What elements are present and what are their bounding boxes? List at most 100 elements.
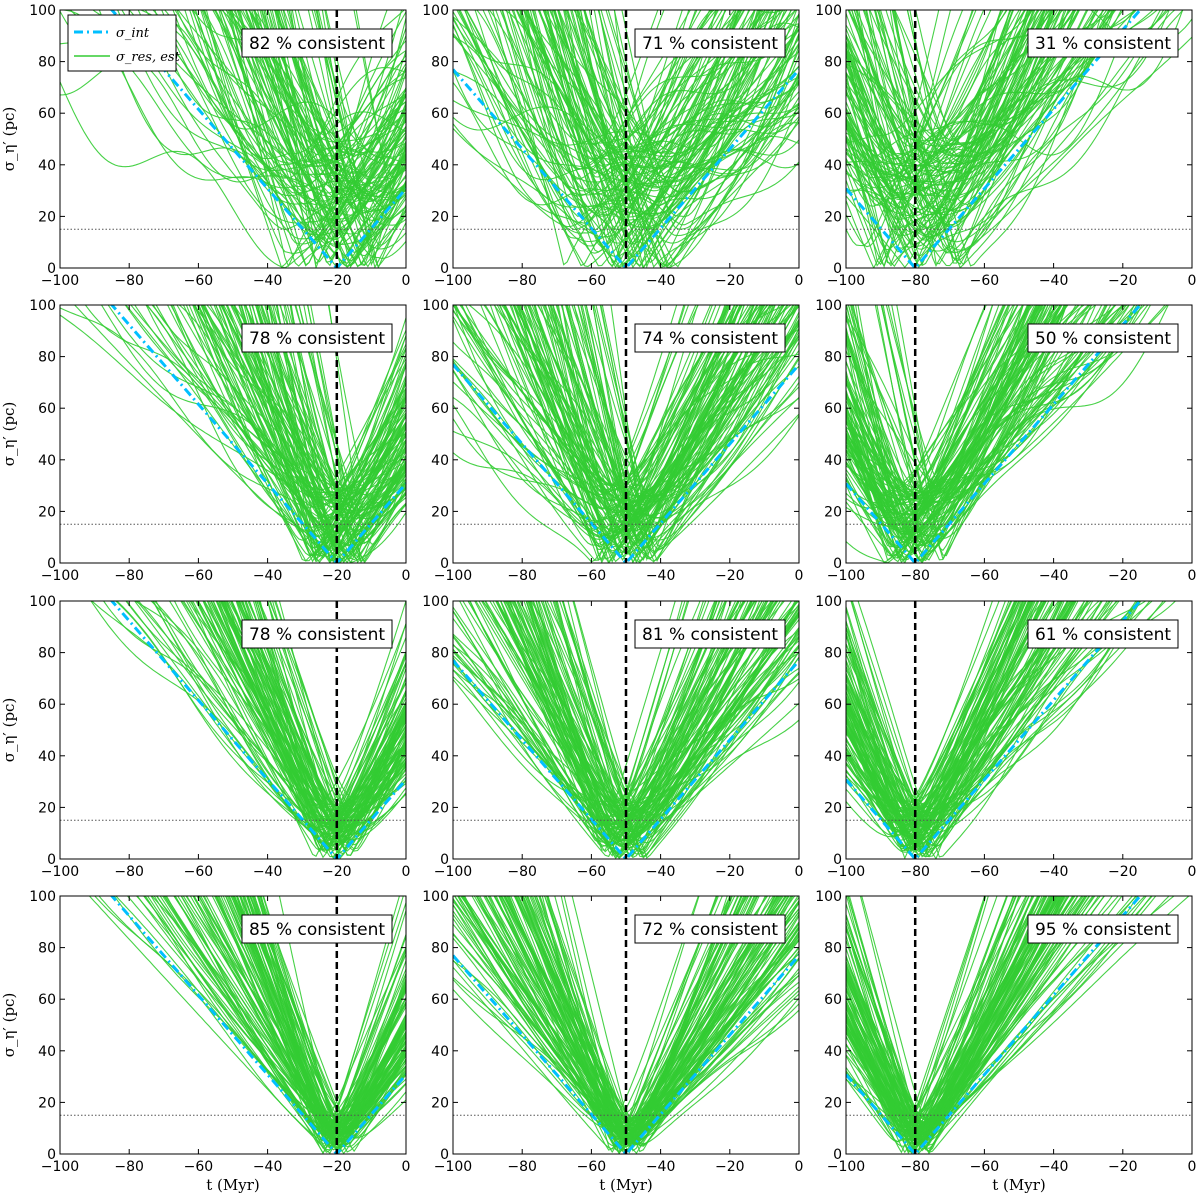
resampled-track xyxy=(855,305,1005,522)
resampled-track xyxy=(846,601,1028,824)
resampled-track xyxy=(846,896,1095,1152)
x-tick-label: −40 xyxy=(646,568,676,584)
resampled-curves xyxy=(846,305,1169,563)
resampled-track xyxy=(846,10,1122,182)
resampled-track xyxy=(150,896,406,1138)
resampled-track xyxy=(248,305,406,499)
resampled-track xyxy=(846,601,1094,826)
resampled-track xyxy=(258,896,406,1136)
x-tick-label: −100 xyxy=(827,273,865,289)
x-tick-label: −20 xyxy=(1108,273,1138,289)
resampled-track xyxy=(130,305,406,547)
resampled-track xyxy=(508,10,713,180)
resampled-track xyxy=(190,601,406,857)
resampled-track xyxy=(267,10,406,268)
resampled-curves xyxy=(88,896,406,1154)
resampled-track xyxy=(846,305,1004,501)
y-tick-label: 40 xyxy=(431,453,449,469)
y-tick-label: 60 xyxy=(38,106,56,122)
resampled-track xyxy=(846,896,1083,1139)
resampled-track xyxy=(543,10,760,178)
resampled-track xyxy=(846,10,1050,153)
resampled-track xyxy=(267,601,406,806)
y-tick-label: 80 xyxy=(38,646,56,662)
resampled-track xyxy=(228,896,406,1140)
resampled-track xyxy=(202,896,406,1143)
resampled-track xyxy=(255,305,406,496)
resampled-track xyxy=(846,601,1032,848)
resampled-track xyxy=(846,305,1038,537)
resampled-track xyxy=(846,305,1068,561)
resampled-track xyxy=(846,10,1097,268)
y-tick-label: 60 xyxy=(824,697,842,713)
resampled-track xyxy=(846,305,1005,563)
axes-frame xyxy=(59,304,407,564)
resampled-track xyxy=(203,601,406,827)
resampled-track xyxy=(863,10,1080,200)
resampled-track xyxy=(846,305,1116,548)
resampled-track xyxy=(846,896,1054,1134)
resampled-track xyxy=(234,10,406,194)
resampled-track xyxy=(853,10,1015,153)
x-tick-label: 0 xyxy=(1188,273,1197,289)
consistency-box xyxy=(1027,914,1179,944)
x-tick-label: −20 xyxy=(1108,568,1138,584)
resampled-track xyxy=(237,601,406,841)
resampled-track xyxy=(102,601,406,835)
resampled-track xyxy=(453,629,799,803)
resampled-track xyxy=(311,10,406,246)
panel-r3c2: −100 −80 −60 −40 −20 0 0 20 40 60 80 100 81 % consis… xyxy=(422,594,803,880)
axes-frame xyxy=(845,9,1193,269)
axes-frame xyxy=(59,600,407,860)
resampled-track xyxy=(90,601,406,845)
resampled-track xyxy=(212,601,406,807)
resampled-track xyxy=(204,10,406,240)
resampled-track xyxy=(522,896,739,1154)
y-tick-label: 100 xyxy=(422,298,449,314)
resampled-track xyxy=(846,305,1146,539)
resampled-track xyxy=(846,601,1060,842)
resampled-track xyxy=(224,601,406,839)
x-tick-label: −80 xyxy=(114,864,144,880)
panel-r3c3: −100 −80 −60 −40 −20 0 0 20 40 60 80 100 61 % consis… xyxy=(815,594,1196,880)
resampled-track xyxy=(134,601,406,832)
resampled-track xyxy=(856,10,1029,165)
resampled-track xyxy=(268,305,406,557)
panel-r4c3: −100 −80 −60 −40 −20 0 0 20 40 60 80 100 95 % consis… xyxy=(815,889,1196,1194)
y-tick-label: 100 xyxy=(815,3,842,19)
consistency-label: 78 % consistent xyxy=(249,329,385,349)
y-tick-label: 20 xyxy=(38,504,56,520)
legend-box xyxy=(67,14,177,72)
resampled-track xyxy=(846,896,987,1130)
resampled-track xyxy=(846,305,1057,493)
resampled-track xyxy=(595,305,799,548)
resampled-track xyxy=(239,10,406,143)
x-tick-label: −80 xyxy=(114,273,144,289)
resampled-track xyxy=(453,334,799,563)
y-tick-label: 0 xyxy=(833,1147,842,1163)
y-tick-label: 60 xyxy=(431,697,449,713)
consistency-label: 71 % consistent xyxy=(642,34,778,54)
consistency-box xyxy=(241,914,393,944)
axes-frame xyxy=(452,304,800,564)
resampled-track xyxy=(846,896,1047,1141)
resampled-track xyxy=(516,10,799,268)
resampled-track xyxy=(291,10,406,176)
resampled-track xyxy=(846,305,1068,557)
resampled-curves xyxy=(846,601,1177,859)
resampled-track xyxy=(546,10,659,146)
resampled-track xyxy=(846,305,1136,548)
resampled-track xyxy=(550,10,740,258)
x-tick-label: −80 xyxy=(507,568,537,584)
resampled-track xyxy=(240,305,406,549)
resampled-track xyxy=(846,601,1064,833)
resampled-track xyxy=(846,305,1103,561)
resampled-track xyxy=(846,305,1041,498)
resampled-track xyxy=(846,896,1040,1154)
consistency-label: 31 % consistent xyxy=(1035,34,1171,54)
panel-r2c1: −100 −80 −60 −40 −20 0 0 20 40 60 80 100 78 % consis… xyxy=(0,298,410,584)
resampled-track xyxy=(571,896,731,1146)
resampled-track xyxy=(846,896,1030,1132)
resampled-track xyxy=(846,305,1080,536)
